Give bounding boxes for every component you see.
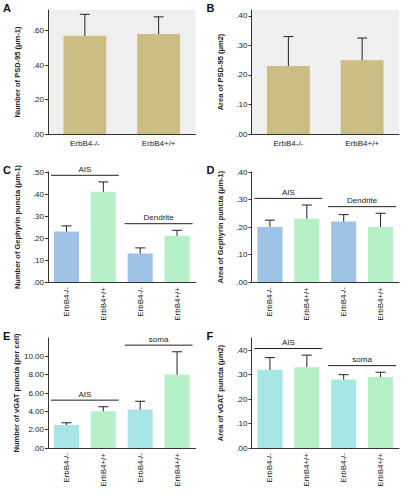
svg-text:Area of Gephyrin puncta (μm-1): Area of Gephyrin puncta (μm-1) xyxy=(216,170,225,283)
svg-text:Dendrite: Dendrite xyxy=(347,196,378,205)
svg-text:ErbB4+/+: ErbB4+/+ xyxy=(302,453,311,487)
svg-text:AIS: AIS xyxy=(282,188,295,197)
svg-text:ErbB4-/-: ErbB4-/- xyxy=(339,453,348,483)
svg-text:ErbB4+/+: ErbB4+/+ xyxy=(173,287,182,321)
svg-text:.60: .60 xyxy=(33,26,45,35)
svg-text:B: B xyxy=(207,2,215,14)
svg-text:.20: .20 xyxy=(33,234,45,243)
svg-text:.40: .40 xyxy=(33,61,45,70)
svg-text:Area of PSD-95 (μm2): Area of PSD-95 (μm2) xyxy=(216,33,225,110)
svg-text:A: A xyxy=(3,2,11,14)
svg-text:.30: .30 xyxy=(236,370,248,379)
svg-text:ErbB4-/-: ErbB4-/- xyxy=(62,453,71,483)
svg-text:ErbB4+/+: ErbB4+/+ xyxy=(173,453,182,487)
svg-text:D: D xyxy=(207,164,215,176)
svg-text:soma: soma xyxy=(352,355,372,364)
svg-text:.00: .00 xyxy=(33,130,45,139)
svg-text:.00: .00 xyxy=(236,444,248,453)
svg-text:.10: .10 xyxy=(236,250,248,259)
svg-text:Dendrite: Dendrite xyxy=(144,213,175,222)
svg-text:ErbB4-/-: ErbB4-/- xyxy=(136,287,145,317)
svg-text:AIS: AIS xyxy=(282,338,295,347)
svg-text:AIS: AIS xyxy=(78,390,91,399)
svg-text:.00: .00 xyxy=(33,444,45,453)
svg-text:C: C xyxy=(3,164,11,176)
svg-text:Number of Gephyrin puncta (μm-: Number of Gephyrin puncta (μm-1) xyxy=(13,164,22,289)
svg-text:.20: .20 xyxy=(236,70,248,79)
svg-text:.30: .30 xyxy=(236,195,248,204)
svg-text:.40: .40 xyxy=(236,346,248,355)
svg-text:ErbB4+/+: ErbB4+/+ xyxy=(376,287,385,321)
svg-text:ErbB4+/+: ErbB4+/+ xyxy=(142,139,176,148)
svg-text:ErbB4-/-: ErbB4-/- xyxy=(136,453,145,483)
svg-text:Number of vGAT puncta (per cel: Number of vGAT puncta (per cell) xyxy=(12,333,21,453)
svg-text:ErbB4-/-: ErbB4-/- xyxy=(339,287,348,317)
svg-text:.10: .10 xyxy=(33,256,45,265)
svg-text:ErbB4+/+: ErbB4+/+ xyxy=(302,287,311,321)
svg-text:.10: .10 xyxy=(236,100,248,109)
svg-text:.00: .00 xyxy=(33,278,45,287)
svg-text:.10: .10 xyxy=(236,419,248,428)
svg-text:ErbB4-/-: ErbB4-/- xyxy=(62,287,71,317)
svg-text:ErbB4+/+: ErbB4+/+ xyxy=(376,453,385,487)
svg-text:ErbB4+/+: ErbB4+/+ xyxy=(99,453,108,487)
svg-text:.50: .50 xyxy=(33,168,45,177)
svg-text:F: F xyxy=(207,330,214,342)
svg-text:soma: soma xyxy=(149,335,169,344)
svg-text:.20: .20 xyxy=(236,223,248,232)
svg-text:2.00: 2.00 xyxy=(28,425,44,434)
svg-text:10.00: 10.00 xyxy=(24,352,45,361)
svg-text:.40: .40 xyxy=(33,190,45,199)
svg-text:.00: .00 xyxy=(236,130,248,139)
svg-text:8.00: 8.00 xyxy=(28,370,44,379)
svg-text:.40: .40 xyxy=(236,168,248,177)
svg-text:.00: .00 xyxy=(236,278,248,287)
svg-text:.30: .30 xyxy=(236,41,248,50)
svg-text:.20: .20 xyxy=(236,395,248,404)
svg-text:ErbB4-/-: ErbB4-/- xyxy=(70,139,100,148)
svg-text:Number of PSD-95 (μm-1): Number of PSD-95 (μm-1) xyxy=(13,26,22,117)
svg-text:ErbB4+/+: ErbB4+/+ xyxy=(345,139,379,148)
svg-text:.20: .20 xyxy=(33,95,45,104)
svg-text:E: E xyxy=(3,330,10,342)
svg-text:6.00: 6.00 xyxy=(28,389,44,398)
svg-text:.30: .30 xyxy=(33,212,45,221)
svg-text:ErbB4+/+: ErbB4+/+ xyxy=(99,287,108,321)
svg-text:ErbB4-/-: ErbB4-/- xyxy=(265,453,274,483)
svg-text:.40: .40 xyxy=(236,11,248,20)
svg-text:Area of vGAT puncta (μm2): Area of vGAT puncta (μm2) xyxy=(216,344,225,441)
svg-text:ErbB4-/-: ErbB4-/- xyxy=(265,287,274,317)
svg-text:4.00: 4.00 xyxy=(28,407,44,416)
svg-text:AIS: AIS xyxy=(78,165,91,174)
svg-text:ErbB4-/-: ErbB4-/- xyxy=(273,139,303,148)
